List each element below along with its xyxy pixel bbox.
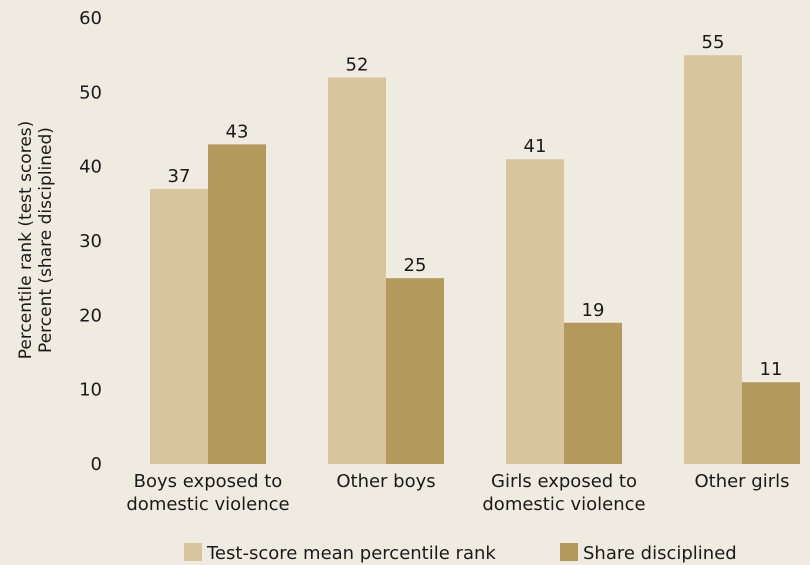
y-tick-label: 50 (79, 82, 102, 103)
bar (742, 382, 800, 464)
x-category-label: domestic violence (126, 494, 289, 515)
bar (564, 322, 622, 464)
bar (208, 144, 266, 464)
bar-value-label: 55 (702, 32, 725, 53)
bar-value-label: 43 (226, 121, 249, 142)
bar-value-label: 11 (760, 359, 783, 380)
y-axis-ticks: 0 10 20 30 40 50 60 (79, 8, 102, 475)
bar (150, 188, 208, 464)
x-category-label: Girls exposed to (491, 471, 637, 492)
data-labels: 37 43 52 25 41 19 55 11 (168, 32, 783, 380)
bar-value-label: 37 (168, 166, 191, 187)
bar-value-label: 19 (582, 300, 605, 321)
bar-value-label: 52 (346, 54, 369, 75)
legend-label-test-score: Test-score mean percentile rank (206, 543, 496, 564)
y-tick-label: 40 (79, 157, 102, 178)
bar-value-label: 25 (404, 255, 427, 276)
bar (386, 278, 444, 464)
legend-label-share-disciplined: Share disciplined (583, 543, 737, 564)
x-category-label: Other girls (694, 471, 789, 492)
y-tick-label: 0 (91, 454, 102, 475)
bars (150, 55, 800, 465)
legend-swatch-test-score (184, 543, 202, 561)
y-tick-label: 30 (79, 231, 102, 252)
legend-swatch-share-disciplined (560, 543, 578, 561)
y-tick-label: 60 (79, 8, 102, 29)
x-category-label: domestic violence (482, 494, 645, 515)
bar (506, 159, 564, 464)
bar (684, 55, 742, 465)
y-tick-label: 10 (79, 380, 102, 401)
bar-value-label: 41 (524, 136, 547, 157)
y-axis-title-line-2: Percent (share disciplined) (36, 127, 56, 353)
y-axis-title: Percentile rank (test scores) Percent (s… (16, 121, 56, 360)
y-tick-label: 20 (79, 305, 102, 326)
bar (328, 77, 386, 464)
x-category-label: Boys exposed to (134, 471, 283, 492)
legend: Test-score mean percentile rank Share di… (184, 543, 737, 564)
y-axis-title-line-1: Percentile rank (test scores) (16, 121, 36, 360)
x-category-label: Other boys (336, 471, 435, 492)
